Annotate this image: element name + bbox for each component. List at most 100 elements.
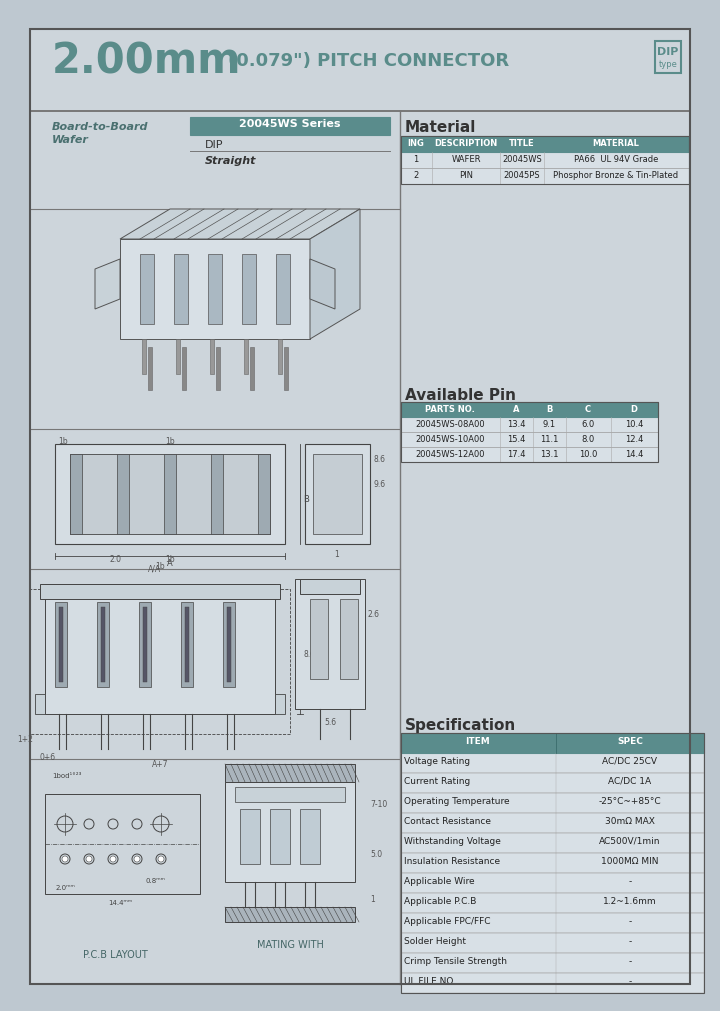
- Text: 1b: 1b: [58, 437, 68, 446]
- Text: 15.4: 15.4: [507, 435, 525, 444]
- Text: Available Pin: Available Pin: [405, 387, 516, 402]
- Text: AC/DC 25CV: AC/DC 25CV: [603, 756, 657, 765]
- Text: 1.2~1.6mm: 1.2~1.6mm: [603, 896, 657, 905]
- Text: Voltage Rating: Voltage Rating: [404, 756, 470, 765]
- Text: MATERIAL: MATERIAL: [593, 139, 639, 148]
- Bar: [401, 833, 704, 853]
- Bar: [70, 455, 82, 535]
- Bar: [401, 933, 704, 953]
- Text: PARTS NO.: PARTS NO.: [425, 404, 475, 413]
- Text: 8.0: 8.0: [581, 435, 595, 444]
- Text: 13.1: 13.1: [540, 450, 558, 459]
- Text: 2: 2: [413, 171, 418, 180]
- Text: 1: 1: [370, 894, 374, 903]
- Bar: [139, 603, 151, 687]
- Text: P.C.B LAYOUT: P.C.B LAYOUT: [83, 949, 148, 959]
- Text: B: B: [303, 494, 309, 503]
- Text: 8.6: 8.6: [373, 455, 385, 463]
- Text: Contact Resistance: Contact Resistance: [404, 816, 491, 825]
- Text: 20045WS: 20045WS: [502, 155, 542, 164]
- Text: DIP: DIP: [205, 140, 223, 150]
- Text: 1bod¹°²³: 1bod¹°²³: [52, 772, 81, 778]
- Bar: [300, 809, 320, 864]
- Text: 1b: 1b: [165, 437, 175, 446]
- Text: (0.079") PITCH CONNECTOR: (0.079") PITCH CONNECTOR: [228, 52, 509, 70]
- Bar: [401, 733, 704, 993]
- Text: 5.0: 5.0: [370, 849, 382, 858]
- Polygon shape: [275, 695, 285, 715]
- Text: A+7: A+7: [152, 759, 168, 768]
- Bar: [30, 430, 400, 569]
- Bar: [242, 255, 256, 325]
- Text: 12.4: 12.4: [625, 435, 643, 444]
- Bar: [276, 255, 290, 325]
- Bar: [401, 794, 704, 813]
- Bar: [401, 433, 658, 448]
- Text: Withstanding Voltage: Withstanding Voltage: [404, 836, 501, 845]
- Text: 14.4ᵐᵐ: 14.4ᵐᵐ: [108, 899, 132, 905]
- Bar: [45, 795, 200, 894]
- Polygon shape: [120, 210, 360, 240]
- Text: Material: Material: [405, 120, 477, 134]
- Text: UL FILE NO: UL FILE NO: [404, 976, 454, 985]
- Bar: [40, 584, 280, 600]
- Text: 2.0ᵐᵐ: 2.0ᵐᵐ: [55, 885, 75, 890]
- Text: 2.6: 2.6: [368, 610, 380, 619]
- Bar: [225, 764, 355, 783]
- Text: Applicable P.C.B: Applicable P.C.B: [404, 896, 477, 905]
- Text: 30mΩ MAX: 30mΩ MAX: [605, 816, 655, 825]
- Polygon shape: [35, 695, 45, 715]
- Bar: [313, 455, 362, 535]
- Bar: [142, 340, 146, 375]
- Circle shape: [153, 816, 169, 832]
- Circle shape: [62, 856, 68, 862]
- Text: Applicable FPC/FFC: Applicable FPC/FFC: [404, 916, 490, 925]
- Bar: [181, 603, 193, 687]
- Text: AC/DC 1A: AC/DC 1A: [608, 776, 652, 786]
- Bar: [401, 973, 704, 993]
- Text: Board-to-Board: Board-to-Board: [52, 122, 148, 131]
- Bar: [401, 153, 689, 169]
- Text: PIN: PIN: [459, 171, 473, 180]
- Bar: [182, 348, 186, 390]
- Text: Solder Height: Solder Height: [404, 936, 466, 945]
- Bar: [401, 893, 704, 913]
- Text: 20045WS-10A00: 20045WS-10A00: [415, 435, 485, 444]
- Bar: [164, 455, 176, 535]
- Bar: [190, 118, 390, 135]
- Text: 2.00mm: 2.00mm: [52, 40, 241, 82]
- Text: A: A: [513, 404, 519, 413]
- Bar: [70, 455, 270, 535]
- Text: Wafer: Wafer: [52, 134, 89, 145]
- Text: ING: ING: [408, 139, 424, 148]
- Bar: [310, 600, 328, 679]
- Bar: [401, 773, 704, 794]
- Text: 11.1: 11.1: [540, 435, 558, 444]
- Text: Insulation Resistance: Insulation Resistance: [404, 856, 500, 865]
- Text: Current Rating: Current Rating: [404, 776, 470, 786]
- Bar: [240, 809, 260, 864]
- Text: -: -: [629, 916, 631, 925]
- Polygon shape: [310, 210, 360, 340]
- Text: -25°C~+85°C: -25°C~+85°C: [599, 797, 661, 805]
- Text: 8.6: 8.6: [303, 649, 315, 658]
- Circle shape: [110, 856, 116, 862]
- Text: Operating Temperature: Operating Temperature: [404, 797, 510, 805]
- Bar: [401, 753, 704, 773]
- Bar: [117, 455, 129, 535]
- Text: -: -: [629, 936, 631, 945]
- Bar: [244, 340, 248, 375]
- Text: AC500V/1min: AC500V/1min: [599, 836, 661, 845]
- Text: Applicable Wire: Applicable Wire: [404, 877, 474, 885]
- Text: 0.8ᵐᵐ: 0.8ᵐᵐ: [145, 878, 165, 884]
- Text: DIP: DIP: [657, 47, 679, 57]
- Circle shape: [84, 854, 94, 864]
- Bar: [401, 874, 704, 893]
- Circle shape: [158, 856, 164, 862]
- Bar: [216, 348, 220, 390]
- Bar: [401, 402, 658, 418]
- Circle shape: [156, 854, 166, 864]
- Text: -: -: [629, 976, 631, 985]
- Text: 1000MΩ MIN: 1000MΩ MIN: [601, 856, 659, 865]
- Bar: [401, 853, 704, 874]
